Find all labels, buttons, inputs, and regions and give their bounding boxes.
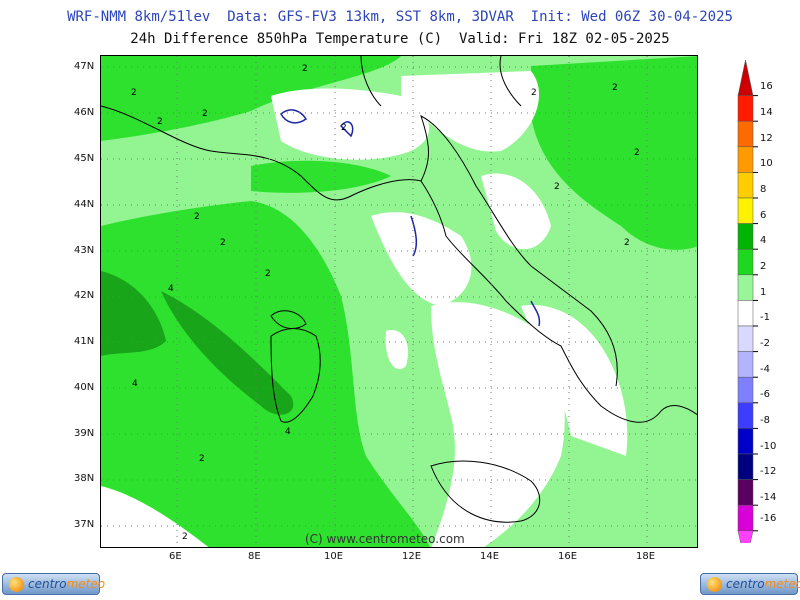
color-scale-cell <box>737 95 754 122</box>
latitude-label: 40N <box>74 382 95 393</box>
scale-label: -1 <box>760 312 770 323</box>
latitude-label: 42N <box>74 290 95 301</box>
scale-label: -4 <box>760 364 770 375</box>
color-scale-cell <box>737 351 754 378</box>
dark-green-area-4to6 <box>101 271 294 415</box>
contour-label: 2 <box>202 109 208 119</box>
contour-label: 2 <box>220 238 226 248</box>
scale-label: 1 <box>760 287 767 298</box>
color-scale-cell <box>737 428 754 455</box>
globe-icon <box>707 577 722 592</box>
longitude-label: 16E <box>558 551 578 562</box>
scale-label: -16 <box>760 513 777 524</box>
contour-label: 2 <box>199 454 205 464</box>
color-scale-cell <box>737 530 754 543</box>
contour-label: 4 <box>168 284 174 294</box>
longitude-label: 8E <box>248 551 261 562</box>
scale-label: -12 <box>760 466 777 477</box>
contour-label: 2 <box>612 83 618 93</box>
color-scale-cell <box>737 248 754 276</box>
color-scale-cell <box>737 223 754 250</box>
scale-label: 16 <box>760 81 773 92</box>
contour-label: 2 <box>302 64 308 74</box>
contour-label: 4 <box>285 427 291 437</box>
latitude-label: 43N <box>74 245 95 256</box>
contour-label: 2 <box>341 123 347 133</box>
color-scale-cell <box>737 325 754 352</box>
latitude-label: 47N <box>74 61 95 72</box>
latitude-label: 44N <box>74 199 95 210</box>
color-scale-cell <box>737 376 754 404</box>
scale-label: 10 <box>760 158 773 169</box>
coastlines <box>101 56 697 523</box>
contour-label: 2 <box>554 182 560 192</box>
white-area-near-zero <box>101 71 628 547</box>
color-scale-cells <box>737 59 758 543</box>
latitude-label: 39N <box>74 428 95 439</box>
latitude-label: 37N <box>74 519 95 530</box>
map-title-line2: 24h Difference 850hPa Temperature (C) Va… <box>130 31 670 47</box>
longitude-label: 14E <box>480 551 500 562</box>
scale-label: -8 <box>760 415 770 426</box>
contour-label: 2 <box>265 269 271 279</box>
lakes <box>280 109 541 327</box>
scale-label: -6 <box>760 389 770 400</box>
scale-label: 8 <box>760 184 767 195</box>
color-scale-cell <box>737 59 754 96</box>
color-scale-bar <box>737 59 758 543</box>
contour-label: 2 <box>634 148 640 158</box>
centrometeo-logo-left[interactable]: centrometeo <box>2 573 105 595</box>
contour-label: 2 <box>157 117 163 127</box>
contour-label: 2 <box>531 88 537 98</box>
scale-label: 12 <box>760 133 773 144</box>
color-scale-cell <box>737 274 754 301</box>
color-scale-cell <box>737 402 754 429</box>
longitude-label: 12E <box>402 551 422 562</box>
latitude-label: 38N <box>74 473 95 484</box>
color-scale-cell <box>737 453 754 480</box>
logo-text: centrometeo <box>726 577 800 591</box>
color-scale-cell <box>737 172 754 199</box>
map-title-line1: WRF-NMM 8km/51lev Data: GFS-FV3 13km, SS… <box>67 9 733 25</box>
latitude-label: 46N <box>74 107 95 118</box>
contour-label: 2 <box>624 238 630 248</box>
latitude-label: 41N <box>74 336 95 347</box>
color-scale-cell <box>737 197 754 224</box>
centrometeo-logo-right[interactable]: centrometeo <box>700 573 800 595</box>
scale-label: -2 <box>760 338 770 349</box>
contour-label: 2 <box>182 532 188 542</box>
scale-label: -14 <box>760 492 777 503</box>
contour-label: 2 <box>131 88 137 98</box>
color-scale-cell <box>737 300 754 327</box>
scale-label: 2 <box>760 261 767 272</box>
color-scale-cell <box>737 146 754 173</box>
scale-label: 14 <box>760 107 773 118</box>
scale-label: 6 <box>760 210 767 221</box>
longitude-label: 10E <box>324 551 344 562</box>
color-scale-cell <box>737 504 754 532</box>
contour-labels: 2 2 2 2 2 2 2 2 2 2 2 2 2 4 4 4 2 2 <box>131 64 640 542</box>
contour-label: 2 <box>194 212 200 222</box>
longitude-label: 18E <box>636 551 656 562</box>
contour-label: 4 <box>132 379 138 389</box>
color-scale-cell <box>737 120 754 148</box>
logo-text: centrometeo <box>28 577 106 591</box>
scale-label: -10 <box>760 441 777 452</box>
temperature-difference-map: 2 2 2 2 2 2 2 2 2 2 2 2 2 4 4 4 2 2 <box>100 55 698 548</box>
color-scale-cell <box>737 479 754 506</box>
scale-label: 4 <box>760 235 767 246</box>
latitude-label: 45N <box>74 153 95 164</box>
copyright-text: (C) www.centrometeo.com <box>305 532 465 546</box>
longitude-label: 6E <box>169 551 182 562</box>
map-canvas: 2 2 2 2 2 2 2 2 2 2 2 2 2 4 4 4 2 2 <box>101 56 697 547</box>
graticule <box>101 56 697 547</box>
globe-icon <box>9 577 24 592</box>
